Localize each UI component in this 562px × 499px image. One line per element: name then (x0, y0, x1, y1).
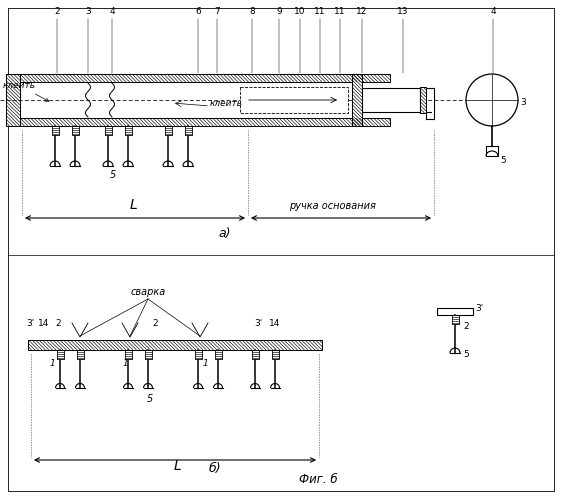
Text: 2: 2 (55, 319, 61, 328)
Bar (352, 74, 362, 126)
Bar (57, 350, 64, 359)
Text: 8: 8 (249, 7, 255, 16)
Bar (420, 87, 426, 113)
Text: б): б) (209, 462, 221, 475)
Text: 3': 3' (475, 304, 483, 313)
Text: клеить: клеить (210, 99, 243, 108)
Text: сварка: сварка (130, 287, 166, 297)
Bar (240, 87, 348, 113)
Circle shape (466, 74, 518, 126)
Text: 3: 3 (520, 98, 525, 107)
Bar (215, 350, 221, 359)
Bar (252, 350, 259, 359)
Text: 5: 5 (110, 170, 116, 180)
Text: 13: 13 (397, 7, 409, 16)
Text: 11: 11 (334, 7, 346, 16)
Text: 2: 2 (54, 7, 60, 16)
Text: 14: 14 (38, 319, 49, 328)
Text: клеить: клеить (3, 81, 49, 101)
Text: 11: 11 (314, 7, 326, 16)
Text: 3': 3' (254, 319, 262, 328)
Text: 12: 12 (356, 7, 368, 16)
Text: Фиг. б: Фиг. б (298, 473, 337, 486)
Bar (76, 350, 84, 359)
Bar (28, 340, 322, 350)
Text: 14: 14 (269, 319, 280, 328)
Bar (52, 126, 58, 135)
Text: 3: 3 (85, 7, 91, 16)
Bar (271, 350, 279, 359)
Text: 6: 6 (195, 7, 201, 16)
Text: L: L (174, 459, 182, 473)
Text: 5: 5 (147, 394, 153, 404)
Bar (125, 126, 132, 135)
Bar (486, 146, 498, 156)
Bar (144, 350, 152, 359)
Bar (451, 315, 459, 324)
Text: 1: 1 (122, 359, 128, 368)
Bar (165, 126, 171, 135)
Text: 5: 5 (500, 156, 506, 165)
Bar (362, 88, 420, 112)
Text: 1: 1 (49, 359, 55, 368)
Bar (437, 308, 473, 315)
Bar (20, 118, 390, 126)
Text: 4: 4 (109, 7, 115, 16)
Bar (125, 350, 132, 359)
Bar (184, 126, 192, 135)
Text: 4: 4 (490, 7, 496, 16)
Text: 3': 3' (26, 319, 34, 328)
Bar (105, 126, 111, 135)
Text: L: L (129, 198, 137, 212)
Text: 2: 2 (463, 322, 469, 331)
Text: 5: 5 (463, 350, 469, 359)
Text: 1: 1 (202, 359, 208, 368)
Text: 9: 9 (276, 7, 282, 16)
Text: 10: 10 (294, 7, 306, 16)
Text: 7: 7 (214, 7, 220, 16)
Text: 2: 2 (152, 319, 158, 328)
Text: ручка основания: ручка основания (288, 201, 375, 211)
Bar (6, 74, 20, 126)
Bar (194, 350, 202, 359)
Text: а): а) (219, 227, 231, 240)
Bar (71, 126, 79, 135)
Bar (20, 74, 390, 82)
